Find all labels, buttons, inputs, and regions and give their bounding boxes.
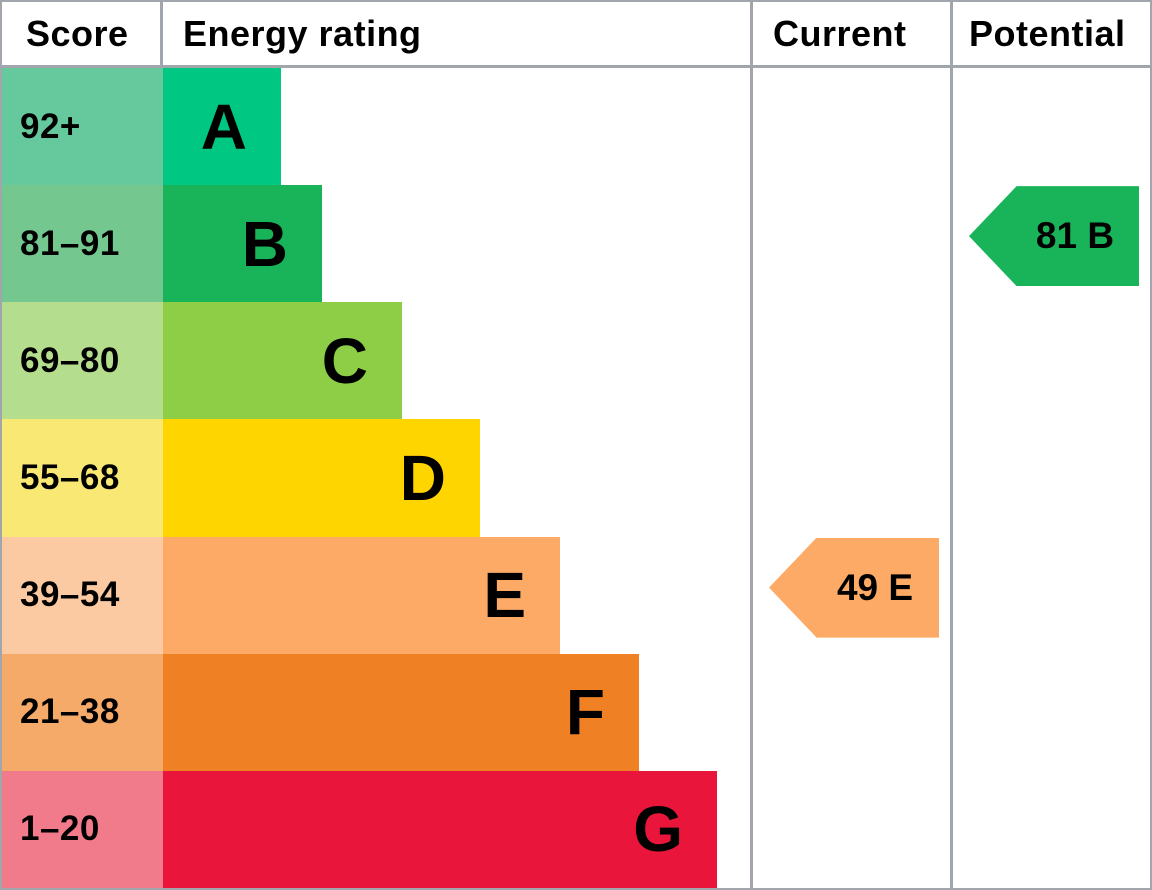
band-row-g: 1–20 G [2,770,1150,888]
bar-track-f: F [163,653,750,771]
rating-bands: 92+ A 81–91 B 81 B 69–80 C [2,68,1150,888]
current-cell-f [750,653,950,771]
band-row-d: 55–68 D [2,419,1150,537]
header-energy-rating: Energy rating [183,12,422,54]
score-range-a: 92+ [2,68,163,186]
rating-bar-d: D [163,419,480,537]
current-cell-g [750,770,950,888]
current-rating-arrow: 49 E [769,537,939,638]
band-row-f: 21–38 F [2,653,1150,771]
score-range-f: 21–38 [2,653,163,771]
rating-bar-g: G [163,770,717,888]
header-current: Current [750,2,950,65]
potential-cell-a [950,68,1150,186]
bar-track-b: B [163,185,750,303]
bar-track-e: E [163,536,750,654]
current-cell-d [750,419,950,537]
band-row-c: 69–80 C [2,302,1150,420]
header-potential: Potential [950,2,1150,65]
bar-track-a: A [163,68,750,186]
score-range-g: 1–20 [2,770,163,888]
bar-track-g: G [163,770,750,888]
score-range-d: 55–68 [2,419,163,537]
potential-rating-arrow: 81 B [969,186,1139,287]
score-range-e: 39–54 [2,536,163,654]
current-cell-e: 49 E [750,536,950,654]
potential-cell-e [950,536,1150,654]
band-row-e: 39–54 E 49 E [2,536,1150,654]
potential-cell-d [950,419,1150,537]
chart-header: Score Energy rating Current Potential [2,2,1150,68]
band-row-b: 81–91 B 81 B [2,185,1150,303]
rating-bar-f: F [163,653,639,771]
current-cell-c [750,302,950,420]
potential-cell-b: 81 B [950,185,1150,303]
potential-cell-c [950,302,1150,420]
current-cell-b [750,185,950,303]
bar-track-d: D [163,419,750,537]
score-range-b: 81–91 [2,185,163,303]
potential-cell-g [950,770,1150,888]
score-range-c: 69–80 [2,302,163,420]
rating-bar-e: E [163,536,560,654]
current-cell-a [750,68,950,186]
header-score: Score [2,2,163,65]
band-row-a: 92+ A [2,68,1150,186]
rating-bar-a: A [163,68,281,186]
potential-cell-f [950,653,1150,771]
bar-track-c: C [163,302,750,420]
rating-bar-c: C [163,302,402,420]
rating-bar-b: B [163,185,322,303]
